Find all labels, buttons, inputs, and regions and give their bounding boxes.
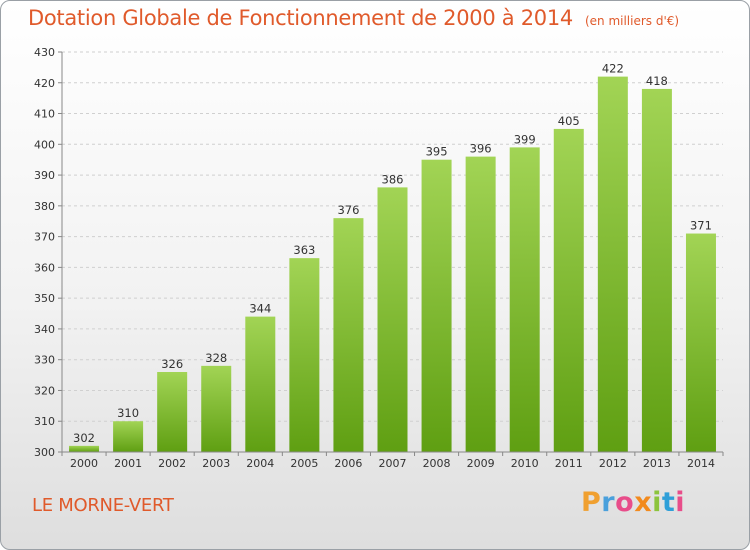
y-axis: 300 310 320 330 340 350 360 370 380 390 400 410 420 4… (34, 46, 63, 459)
x-tick-label: 2003 (202, 457, 230, 470)
y-tick-label: 400 (34, 138, 55, 151)
x-axis: 2000 2001 2002 2003 2004 2005 2006 2007 2008 2009… (61, 451, 724, 470)
bar-2008 (421, 159, 452, 452)
x-tick-label: 2010 (511, 457, 539, 470)
bar-value-label: 418 (646, 74, 668, 88)
logo-letter: i (675, 487, 686, 518)
bar-2012 (597, 76, 628, 452)
bar-2010 (509, 147, 540, 452)
y-tick-label: 320 (34, 384, 55, 397)
bar-2013 (641, 88, 672, 452)
bar-2014 (685, 233, 716, 452)
logo-letter: t (661, 487, 676, 518)
x-tick-label: 2009 (467, 457, 495, 470)
logo-letter: x (634, 487, 653, 518)
bar-value-label: 310 (117, 406, 139, 420)
bar-2005 (289, 258, 320, 452)
bar-2004 (245, 316, 276, 452)
bar-2001 (113, 421, 144, 452)
x-tick-label: 2004 (246, 457, 274, 470)
commune-name: LE MORNE-VERT (32, 495, 174, 516)
y-tick-label: 340 (34, 323, 55, 336)
y-tick-label: 300 (34, 446, 55, 459)
bar-2009 (465, 156, 496, 452)
bar-value-label: 399 (514, 132, 536, 146)
logo-letter: o (615, 487, 635, 518)
y-tick-label: 380 (34, 200, 55, 213)
proxiti-logo[interactable]: Proxiti (581, 487, 685, 518)
bar-value-label: 395 (426, 145, 448, 159)
x-tick-label: 2008 (423, 457, 451, 470)
y-tick-label: 420 (34, 77, 55, 90)
y-tick-label: 360 (34, 261, 55, 274)
bar-value-label: 376 (337, 203, 359, 217)
chart-subtitle: (en milliers d'€) (584, 14, 680, 28)
x-tick-label: 2007 (379, 457, 407, 470)
x-tick-label: 2002 (158, 457, 186, 470)
y-tick-label: 430 (34, 46, 55, 59)
y-tick-label: 330 (34, 354, 55, 367)
x-tick-label: 2014 (687, 457, 715, 470)
bar-value-label: 422 (602, 62, 624, 76)
x-tick-label: 2005 (290, 457, 318, 470)
logo-letter: i (652, 487, 662, 518)
bar-2002 (157, 372, 188, 452)
x-tick-label: 2001 (114, 457, 142, 470)
x-tick-label: 2012 (599, 457, 627, 470)
bar-value-label: 371 (690, 219, 712, 233)
bar-2003 (201, 365, 232, 452)
bar-value-label: 363 (293, 243, 315, 257)
logo-letter: r (601, 487, 616, 518)
y-tick-label: 390 (34, 169, 55, 182)
y-tick-label: 350 (34, 292, 55, 305)
x-tick-label: 2006 (334, 457, 362, 470)
logo-letter: P (581, 487, 602, 518)
bar-value-label: 396 (470, 142, 492, 156)
bar-2007 (377, 187, 408, 452)
x-tick-label: 2013 (643, 457, 671, 470)
y-tick-label: 410 (34, 108, 55, 121)
bar-2000 (69, 445, 100, 452)
x-tick-label: 2011 (555, 457, 583, 470)
bar-value-label: 302 (73, 431, 95, 445)
y-tick-label: 310 (34, 415, 55, 428)
chart-title-text: Dotation Globale de Fonctionnement de 20… (28, 6, 573, 30)
bar-2006 (333, 218, 364, 452)
bars: 302 310 326 328 344 363 376 386 395 396 399 405 422 4… (69, 62, 716, 452)
bar-value-label: 326 (161, 357, 183, 371)
chart-title: Dotation Globale de Fonctionnement de 20… (28, 6, 679, 30)
x-tick-label: 2000 (70, 457, 98, 470)
bar-value-label: 405 (558, 114, 580, 128)
bar-value-label: 386 (382, 172, 404, 186)
bar-2011 (553, 128, 584, 452)
bar-value-label: 328 (205, 351, 227, 365)
bar-value-label: 344 (249, 302, 271, 316)
y-tick-label: 370 (34, 231, 55, 244)
